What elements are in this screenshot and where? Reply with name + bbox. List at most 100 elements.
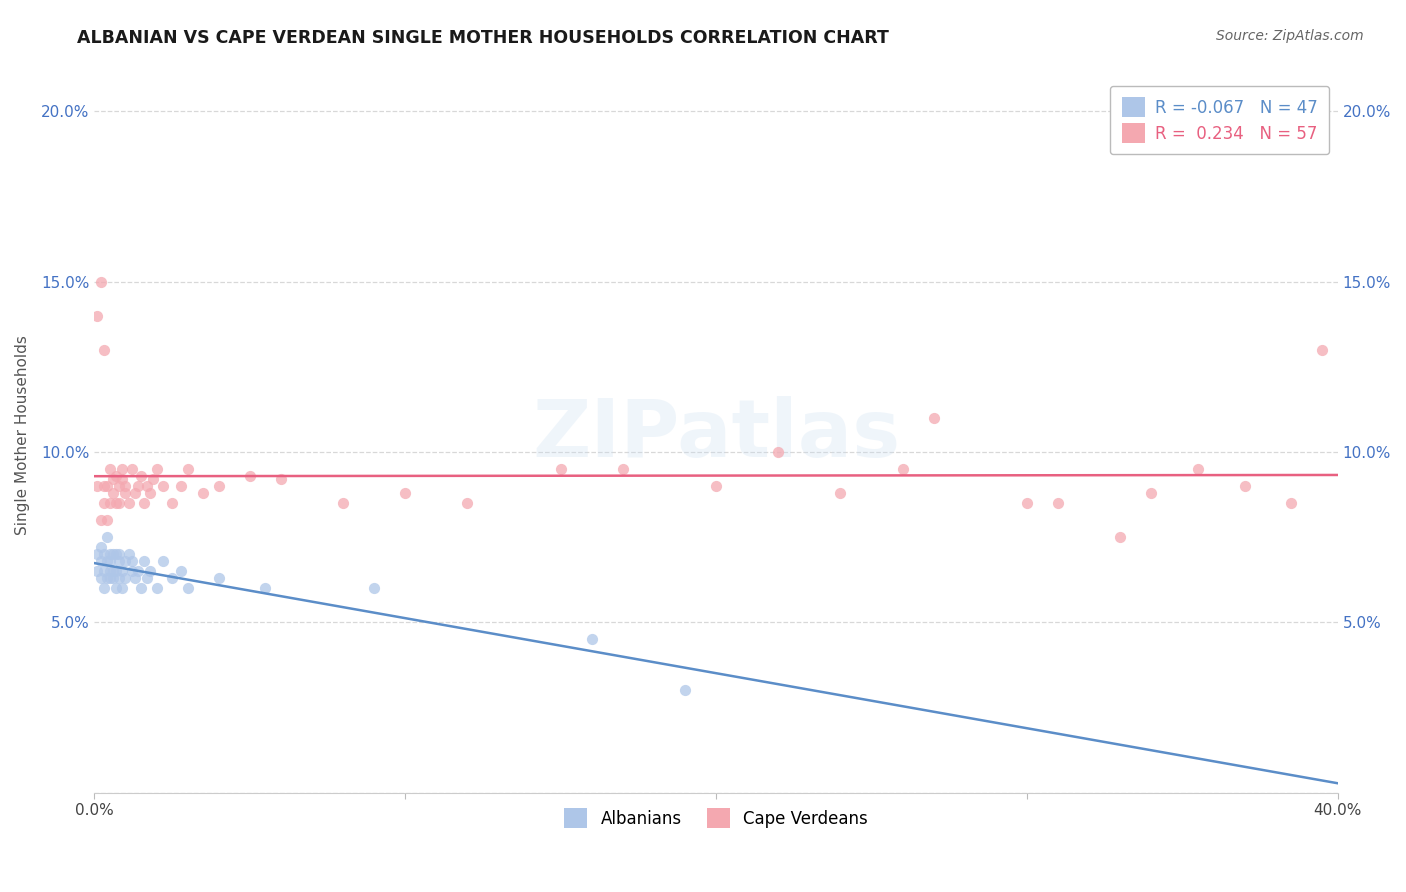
Point [152,479,174,493]
Point [673,683,696,698]
Point [108,479,131,493]
Point [108,571,131,585]
Point [114,571,136,585]
Point [704,479,727,493]
Point [93,343,115,357]
Point [96,513,118,527]
Point [108,554,131,568]
Point [127,479,149,493]
Text: ALBANIAN VS CAPE VERDEAN SINGLE MOTHER HOUSEHOLDS CORRELATION CHART: ALBANIAN VS CAPE VERDEAN SINGLE MOTHER H… [77,29,889,47]
Point [239,469,262,483]
Point [90,554,112,568]
Point [176,582,198,596]
Point [101,472,124,486]
Point [93,496,115,510]
Point [1233,479,1256,493]
Point [93,582,115,596]
Point [922,411,945,425]
Point [114,479,136,493]
Point [117,496,139,510]
Point [96,530,118,544]
Point [90,275,112,289]
Point [456,496,478,510]
Text: ZIPatlas: ZIPatlas [531,396,900,474]
Point [114,554,136,568]
Point [160,496,183,510]
Point [1140,486,1163,500]
Point [93,564,115,578]
Point [101,564,124,578]
Point [117,547,139,561]
Point [891,462,914,476]
Text: Source: ZipAtlas.com: Source: ZipAtlas.com [1216,29,1364,44]
Point [98,462,121,476]
Point [93,479,115,493]
Point [86,309,108,323]
Point [394,486,416,500]
Point [98,496,121,510]
Point [124,571,146,585]
Point [121,554,143,568]
Point [581,632,603,647]
Point [139,564,162,578]
Point [1046,496,1069,510]
Point [105,469,128,483]
Point [90,513,112,527]
Point [612,462,634,476]
Point [132,554,155,568]
Point [93,547,115,561]
Point [363,582,385,596]
Point [105,582,128,596]
Point [90,541,112,555]
Point [152,554,174,568]
Point [129,469,152,483]
Point [1015,496,1038,510]
Legend: Albanians, Cape Verdeans: Albanians, Cape Verdeans [557,802,875,834]
Point [96,479,118,493]
Point [1310,343,1333,357]
Point [108,547,131,561]
Point [170,564,193,578]
Point [1187,462,1209,476]
Point [121,564,143,578]
Point [121,462,143,476]
Point [111,564,134,578]
Point [98,547,121,561]
Y-axis label: Single Mother Households: Single Mother Households [15,335,30,535]
Point [124,486,146,500]
Point [111,582,134,596]
Point [129,582,152,596]
Point [127,564,149,578]
Point [1279,496,1302,510]
Point [114,486,136,500]
Point [170,479,193,493]
Point [160,571,183,585]
Point [136,479,159,493]
Point [111,472,134,486]
Point [145,582,167,596]
Point [86,564,108,578]
Point [830,486,852,500]
Point [105,496,128,510]
Point [86,547,108,561]
Point [101,571,124,585]
Point [111,462,134,476]
Point [136,571,159,585]
Point [101,486,124,500]
Point [176,462,198,476]
Point [254,582,277,596]
Point [191,486,214,500]
Point [332,496,354,510]
Point [108,496,131,510]
Point [145,462,167,476]
Point [98,564,121,578]
Point [142,472,165,486]
Point [139,486,162,500]
Point [101,547,124,561]
Point [1109,530,1132,544]
Point [98,554,121,568]
Point [105,547,128,561]
Point [270,472,292,486]
Point [96,554,118,568]
Point [96,571,118,585]
